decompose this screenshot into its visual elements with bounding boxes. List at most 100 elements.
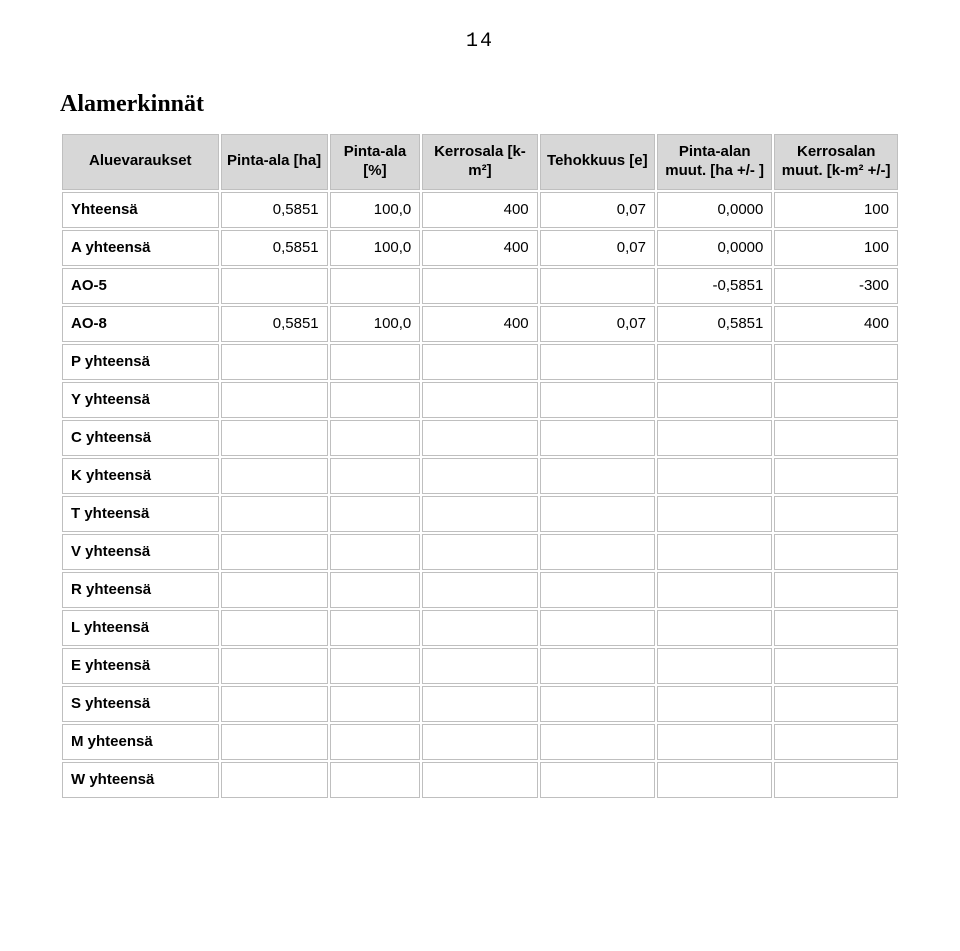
table-row: T yhteensä bbox=[62, 496, 898, 532]
cell bbox=[774, 496, 898, 532]
cell bbox=[657, 382, 772, 418]
col-header: Tehokkuus [e] bbox=[540, 134, 655, 190]
cell: 400 bbox=[422, 306, 537, 342]
cell bbox=[221, 458, 328, 494]
table-header-row: Aluevaraukset Pinta-ala [ha] Pinta-ala [… bbox=[62, 134, 898, 190]
cell bbox=[422, 534, 537, 570]
cell bbox=[422, 686, 537, 722]
cell bbox=[774, 458, 898, 494]
cell: 0,5851 bbox=[657, 306, 772, 342]
row-label: W yhteensä bbox=[62, 762, 219, 798]
col-header: Aluevaraukset bbox=[62, 134, 219, 190]
page-container: 14 Alamerkinnät Aluevaraukset Pinta-ala … bbox=[0, 0, 960, 951]
table-row: Y yhteensä bbox=[62, 382, 898, 418]
cell bbox=[330, 420, 421, 456]
cell bbox=[540, 724, 655, 760]
cell bbox=[657, 344, 772, 380]
cell bbox=[330, 496, 421, 532]
cell bbox=[422, 496, 537, 532]
cell bbox=[221, 344, 328, 380]
cell bbox=[330, 268, 421, 304]
cell bbox=[540, 382, 655, 418]
cell: 0,07 bbox=[540, 230, 655, 266]
cell bbox=[540, 762, 655, 798]
cell bbox=[330, 382, 421, 418]
cell bbox=[657, 420, 772, 456]
cell: 100,0 bbox=[330, 230, 421, 266]
cell bbox=[221, 382, 328, 418]
cell bbox=[330, 610, 421, 646]
cell bbox=[221, 686, 328, 722]
cell: 100 bbox=[774, 192, 898, 228]
cell bbox=[774, 762, 898, 798]
table-row: K yhteensä bbox=[62, 458, 898, 494]
cell bbox=[540, 648, 655, 684]
table-row: L yhteensä bbox=[62, 610, 898, 646]
cell: -0,5851 bbox=[657, 268, 772, 304]
cell: 0,07 bbox=[540, 306, 655, 342]
col-header: Kerrosalan muut. [k-m² +/-] bbox=[774, 134, 898, 190]
table-row: Yhteensä0,5851100,04000,070,0000100 bbox=[62, 192, 898, 228]
table-row: S yhteensä bbox=[62, 686, 898, 722]
cell bbox=[657, 610, 772, 646]
col-header: Pinta-alan muut. [ha +/- ] bbox=[657, 134, 772, 190]
cell bbox=[422, 268, 537, 304]
table-row: AO-5-0,5851-300 bbox=[62, 268, 898, 304]
cell bbox=[330, 458, 421, 494]
cell bbox=[221, 420, 328, 456]
cell bbox=[540, 534, 655, 570]
row-label: R yhteensä bbox=[62, 572, 219, 608]
table-row: C yhteensä bbox=[62, 420, 898, 456]
table-row: E yhteensä bbox=[62, 648, 898, 684]
cell bbox=[657, 458, 772, 494]
row-label: T yhteensä bbox=[62, 496, 219, 532]
cell: 0,5851 bbox=[221, 306, 328, 342]
cell: 0,5851 bbox=[221, 230, 328, 266]
table-row: M yhteensä bbox=[62, 724, 898, 760]
table-row: AO-80,5851100,04000,070,5851400 bbox=[62, 306, 898, 342]
cell: 400 bbox=[422, 192, 537, 228]
row-label: AO-5 bbox=[62, 268, 219, 304]
row-label: K yhteensä bbox=[62, 458, 219, 494]
cell bbox=[657, 762, 772, 798]
cell bbox=[540, 496, 655, 532]
cell: 0,0000 bbox=[657, 192, 772, 228]
col-header: Kerrosala [k-m²] bbox=[422, 134, 537, 190]
cell bbox=[540, 458, 655, 494]
cell bbox=[657, 686, 772, 722]
cell bbox=[221, 762, 328, 798]
cell bbox=[221, 724, 328, 760]
row-label: S yhteensä bbox=[62, 686, 219, 722]
cell bbox=[422, 762, 537, 798]
cell bbox=[221, 610, 328, 646]
cell bbox=[540, 420, 655, 456]
cell bbox=[422, 648, 537, 684]
row-label: AO-8 bbox=[62, 306, 219, 342]
cell bbox=[540, 268, 655, 304]
table-row: V yhteensä bbox=[62, 534, 898, 570]
cell bbox=[330, 686, 421, 722]
cell bbox=[330, 762, 421, 798]
cell bbox=[774, 534, 898, 570]
cell bbox=[422, 344, 537, 380]
cell bbox=[221, 268, 328, 304]
cell: 100,0 bbox=[330, 192, 421, 228]
cell bbox=[221, 648, 328, 684]
cell bbox=[540, 572, 655, 608]
cell: 400 bbox=[774, 306, 898, 342]
cell: 0,5851 bbox=[221, 192, 328, 228]
cell bbox=[330, 572, 421, 608]
cell bbox=[657, 572, 772, 608]
cell: 100 bbox=[774, 230, 898, 266]
row-label: Y yhteensä bbox=[62, 382, 219, 418]
row-label: E yhteensä bbox=[62, 648, 219, 684]
cell: 0,0000 bbox=[657, 230, 772, 266]
table-row: W yhteensä bbox=[62, 762, 898, 798]
col-header: Pinta-ala [%] bbox=[330, 134, 421, 190]
table-row: R yhteensä bbox=[62, 572, 898, 608]
cell bbox=[330, 648, 421, 684]
cell bbox=[330, 534, 421, 570]
cell bbox=[221, 572, 328, 608]
cell bbox=[422, 572, 537, 608]
cell bbox=[422, 610, 537, 646]
